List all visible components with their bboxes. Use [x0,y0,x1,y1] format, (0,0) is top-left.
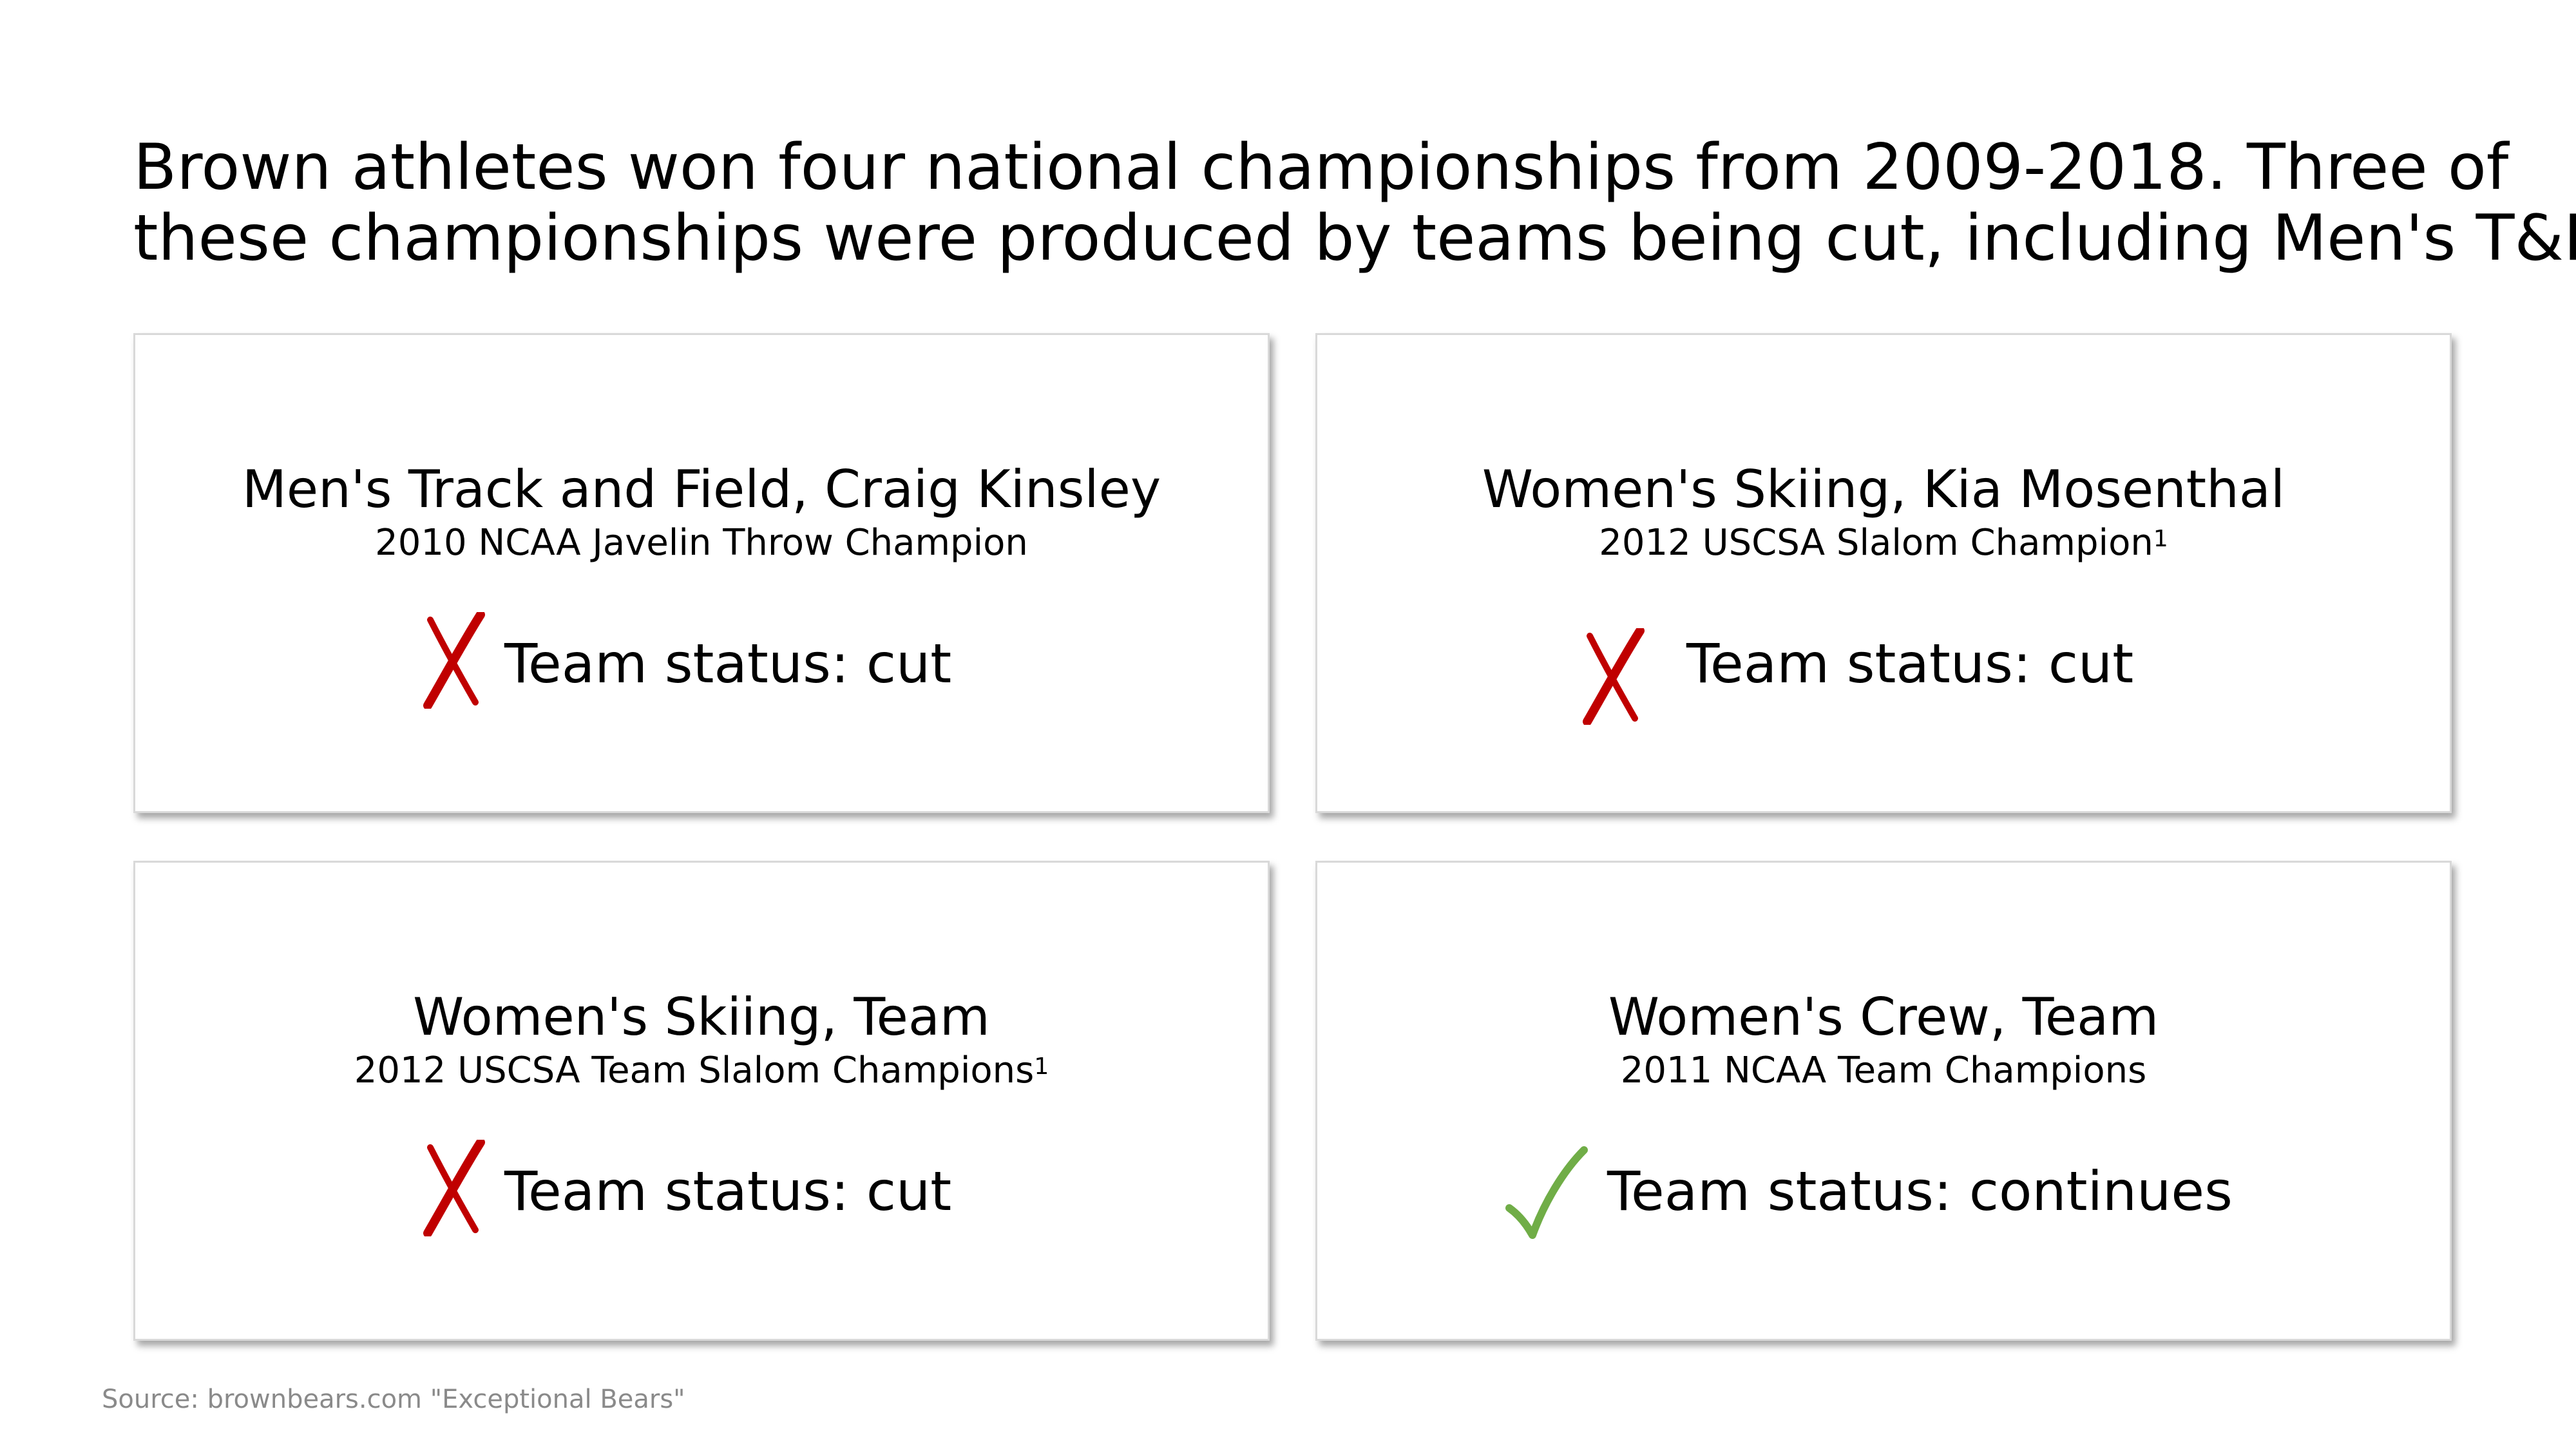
card-subtitle-text: 2012 USCSA Team Slalom Champions [354,1050,1035,1091]
cross-icon [1583,628,1645,725]
cross-icon [423,612,485,709]
team-status-label: Team status: continues [1607,1160,2233,1223]
team-status-label: Team status: cut [504,1160,952,1223]
team-status-label: Team status: cut [504,632,952,695]
card-subtitle-text: 2012 USCSA Slalom Champion [1599,522,2153,564]
card-subtitle-text: 2011 NCAA Team Champions [1620,1050,2147,1091]
slide-title-line-1: Brown athletes won four national champio… [133,131,2509,204]
card-subtitle-text: 2010 NCAA Javelin Throw Champion [375,522,1028,564]
championship-card-mens-track: Men's Track and Field, Craig Kinsley 201… [133,333,1270,813]
check-icon [1505,1146,1588,1239]
card-subtitle: 2011 NCAA Team Champions [1317,1050,2450,1092]
slide-title-line-2: these championships were produced by tea… [133,202,2576,275]
card-title: Women's Skiing, Team [413,987,990,1047]
cross-icon [423,1140,485,1236]
card-title: Women's Crew, Team [1608,987,2159,1047]
championship-card-womens-crew: Women's Crew, Team 2011 NCAA Team Champi… [1315,861,2452,1341]
card-subtitle: 2012 USCSA Team Slalom Champions1 [135,1050,1268,1092]
team-status-label: Team status: cut [1686,632,2134,695]
card-title: Women's Skiing, Kia Mosenthal [1482,459,2285,519]
championship-card-womens-skiing-individual: Women's Skiing, Kia Mosenthal 2012 USCSA… [1315,333,2452,813]
footnote-marker: 1 [2153,526,2168,552]
footnote-marker: 1 [1034,1053,1049,1080]
team-status-row: Team status: continues [1317,1140,2450,1243]
card-subtitle: 2010 NCAA Javelin Throw Champion [135,522,1268,564]
source-note: Source: brownbears.com "Exceptional Bear… [102,1385,685,1414]
slide-title: Brown athletes won four national champio… [133,131,2576,275]
team-status-row: Team status: cut [135,1140,1268,1243]
card-subtitle: 2012 USCSA Slalom Champion1 [1317,522,2450,564]
team-status-row: Team status: cut [135,612,1268,715]
championship-card-womens-skiing-team: Women's Skiing, Team 2012 USCSA Team Sla… [133,861,1270,1341]
card-title: Men's Track and Field, Craig Kinsley [242,459,1161,519]
team-status-row: Team status: cut [1317,612,2450,725]
